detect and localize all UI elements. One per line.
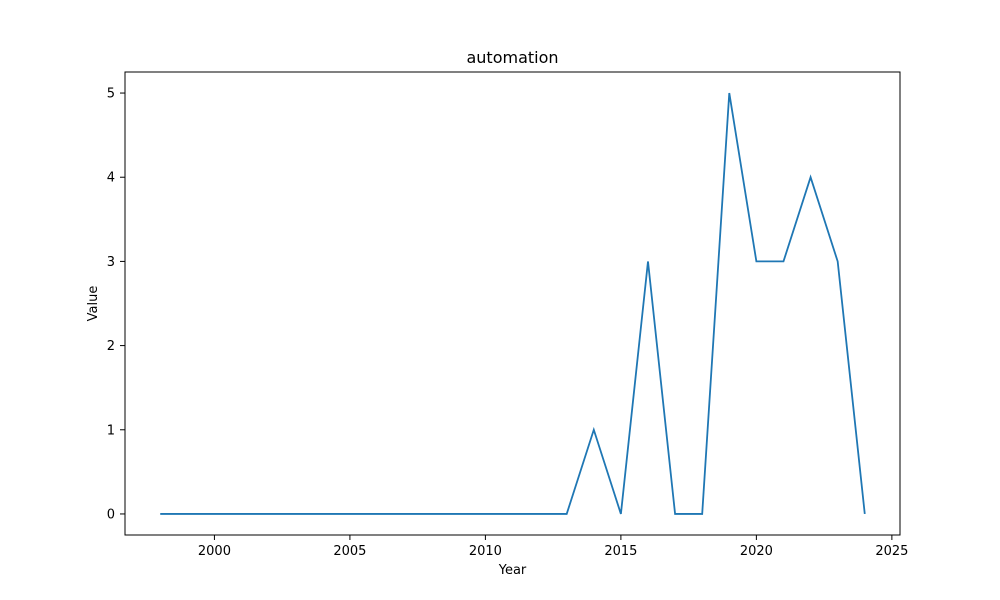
y-tick-label: 0: [107, 507, 115, 522]
y-axis-label: Value: [86, 286, 101, 322]
plot-frame: [124, 71, 901, 536]
y-tick-label: 2: [107, 339, 115, 354]
x-axis: 2000 2005 2010 2015 2020 2025: [198, 535, 908, 559]
y-tick-label: 4: [107, 171, 115, 186]
x-axis-label: Year: [498, 563, 527, 578]
x-tick-label: 2015: [604, 544, 637, 559]
x-tick-label: 2010: [469, 544, 502, 559]
plot-area: 2000 2005 2010 2015 2020 2025 0 1 2 3 4 5: [107, 71, 908, 559]
chart-title: automation: [466, 48, 558, 67]
y-tick-label: 3: [107, 255, 115, 270]
y-axis: 0 1 2 3 4 5: [107, 87, 125, 522]
x-tick-label: 2020: [740, 544, 773, 559]
x-tick-label: 2005: [333, 544, 366, 559]
y-tick-label: 5: [107, 87, 115, 102]
x-tick-label: 2025: [875, 544, 908, 559]
y-tick-label: 1: [107, 423, 115, 438]
series-line: [160, 92, 866, 515]
x-tick-label: 2000: [198, 544, 231, 559]
